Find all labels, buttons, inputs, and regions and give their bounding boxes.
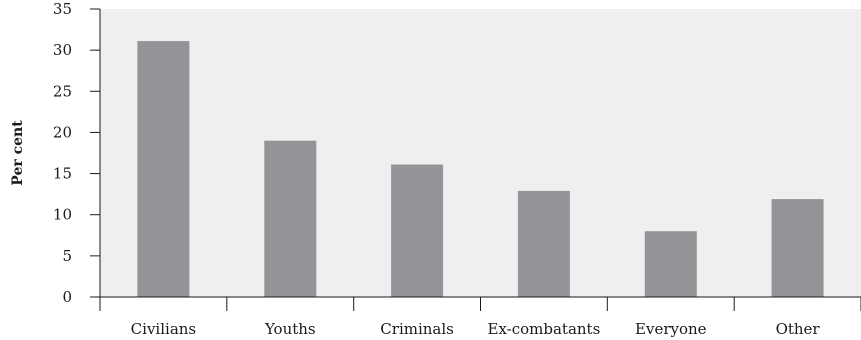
- y-tick-label: 5: [62, 247, 72, 265]
- y-tick-label: 25: [53, 82, 72, 100]
- bars-group: [137, 41, 824, 297]
- x-tick-label: Ex-combatants: [488, 320, 601, 338]
- y-tick-label: 20: [53, 123, 72, 141]
- plot-area: [100, 9, 861, 297]
- x-tick-label: Civilians: [131, 320, 196, 338]
- x-tick-label: Criminals: [380, 320, 454, 338]
- x-tick-label: Youths: [264, 320, 316, 338]
- y-tick-label: 35: [53, 0, 72, 18]
- bar-ex-combatants: [517, 190, 570, 297]
- bar-youths: [264, 140, 317, 297]
- y-axis-label: Per cent: [10, 120, 26, 186]
- axes-group: Civilians Youths Criminals Ex-combatants Eve…: [53, 0, 861, 338]
- x-tick-label: Everyone: [635, 320, 707, 338]
- y-tick-label: 0: [62, 288, 72, 306]
- x-tick-label: Other: [776, 320, 821, 338]
- y-tick-label: 30: [53, 41, 72, 59]
- bar-everyone: [644, 231, 697, 297]
- bar-criminals: [391, 164, 444, 297]
- y-tick-label: 15: [53, 165, 72, 183]
- y-tick-label: 10: [53, 206, 72, 224]
- bar-civilians: [137, 41, 190, 297]
- bar-other: [771, 199, 824, 297]
